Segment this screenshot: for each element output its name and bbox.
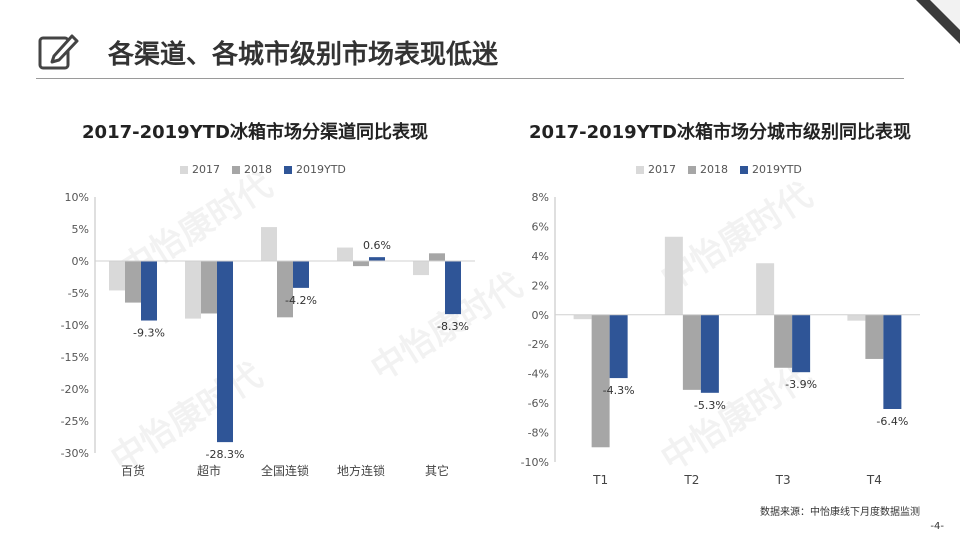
legend-label: 2017 xyxy=(192,163,220,176)
y-tick-label: 5% xyxy=(72,223,89,236)
x-tick-label: 全国连锁 xyxy=(261,463,309,478)
y-tick-label: -30% xyxy=(61,447,89,460)
x-tick-label: T1 xyxy=(592,473,608,487)
x-tick-label: T2 xyxy=(683,473,699,487)
legend-item: 2019YTD xyxy=(284,163,346,176)
y-tick-label: -10% xyxy=(521,456,549,469)
y-tick-label: -15% xyxy=(61,351,89,364)
title-divider xyxy=(36,78,904,79)
bar-2019ytd xyxy=(369,257,385,261)
bar-2017 xyxy=(573,314,592,320)
bar-2018 xyxy=(277,261,293,318)
y-tick-label: 4% xyxy=(532,250,549,263)
page-number: -4- xyxy=(930,521,944,532)
legend-swatch xyxy=(636,165,644,174)
data-label: -8.3% xyxy=(437,320,469,333)
bar-2017 xyxy=(664,236,683,315)
bar-2019ytd xyxy=(445,261,461,315)
legend-swatch xyxy=(284,165,292,174)
legend-label: 2018 xyxy=(700,163,728,176)
legend-label: 2018 xyxy=(244,163,272,176)
x-tick-label: T4 xyxy=(866,473,882,487)
bar-2018 xyxy=(865,314,884,359)
x-tick-label: 地方连锁 xyxy=(337,463,385,478)
y-tick-label: 2% xyxy=(532,279,549,292)
bar-2019ytd xyxy=(141,261,157,321)
y-tick-label: -10% xyxy=(61,319,89,332)
data-label: 0.6% xyxy=(363,239,391,252)
x-tick-label: 其它 xyxy=(425,463,449,478)
bar-2017 xyxy=(261,227,277,261)
bar-2017 xyxy=(109,261,125,291)
bar-2017 xyxy=(185,261,201,319)
bar-2017 xyxy=(756,263,775,315)
bar-2018 xyxy=(429,253,445,261)
bar-2019ytd xyxy=(609,314,628,379)
data-source: 数据来源：中怡康线下月度数据监测 xyxy=(760,507,920,518)
bar-2018 xyxy=(201,261,217,314)
y-tick-label: -25% xyxy=(61,415,89,428)
y-tick-label: -5% xyxy=(68,287,89,300)
chart-title-channel: 2017-2019YTD冰箱市场分渠道同比表现 xyxy=(82,122,428,143)
legend-item: 2018 xyxy=(232,163,272,176)
x-tick-label: 百货 xyxy=(121,463,145,478)
x-tick-label: T3 xyxy=(775,473,791,487)
data-label: -3.9% xyxy=(785,378,817,391)
legend-swatch xyxy=(740,165,748,174)
bar-2017 xyxy=(847,314,866,321)
bar-2019ytd xyxy=(217,261,233,443)
legend-item: 2019YTD xyxy=(740,163,802,176)
y-tick-label: -2% xyxy=(528,338,549,351)
data-label: -5.3% xyxy=(694,399,726,412)
data-label: -4.2% xyxy=(285,294,317,307)
data-label: -6.4% xyxy=(876,415,908,428)
bar-2019ytd xyxy=(700,314,719,393)
edit-icon xyxy=(38,34,79,70)
y-tick-label: 10% xyxy=(65,191,89,204)
bar-2019ytd xyxy=(792,314,811,373)
bar-2018 xyxy=(774,314,793,368)
legend-swatch xyxy=(180,165,188,174)
bar-2018 xyxy=(353,261,369,267)
chart-title-city: 2017-2019YTD冰箱市场分城市级别同比表现 xyxy=(529,122,911,143)
y-tick-label: 8% xyxy=(532,191,549,204)
legend-item: 2017 xyxy=(180,163,220,176)
legend-swatch xyxy=(688,165,696,174)
y-tick-label: -20% xyxy=(61,383,89,396)
bar-2018 xyxy=(591,314,610,448)
legend-item: 2017 xyxy=(636,163,676,176)
legend-swatch xyxy=(232,165,240,174)
bar-2017 xyxy=(413,261,429,276)
legend-city: 2017 2018 2019YTD xyxy=(636,163,802,176)
y-tick-label: -6% xyxy=(528,397,549,410)
y-tick-label: 0% xyxy=(532,309,549,322)
bar-2019ytd xyxy=(883,314,902,409)
bar-2018 xyxy=(682,314,701,390)
data-label: -9.3% xyxy=(133,327,165,340)
y-tick-label: 0% xyxy=(72,255,89,268)
bar-2019ytd xyxy=(293,261,309,288)
y-tick-label: -8% xyxy=(528,427,549,440)
corner-decoration-inner xyxy=(930,0,960,30)
legend-item: 2018 xyxy=(688,163,728,176)
bar-2018 xyxy=(125,261,141,303)
slide-title: 各渠道、各城市级别市场表现低迷 xyxy=(108,40,499,70)
y-tick-label: 6% xyxy=(532,220,549,233)
legend-label: 2017 xyxy=(648,163,676,176)
bar-2017 xyxy=(337,247,353,261)
y-tick-label: -4% xyxy=(528,368,549,381)
data-label: -28.3% xyxy=(206,448,245,461)
legend-channel: 2017 2018 2019YTD xyxy=(180,163,346,176)
legend-label: 2019YTD xyxy=(752,163,802,176)
legend-label: 2019YTD xyxy=(296,163,346,176)
data-label: -4.3% xyxy=(603,384,635,397)
x-tick-label: 超市 xyxy=(197,463,221,478)
